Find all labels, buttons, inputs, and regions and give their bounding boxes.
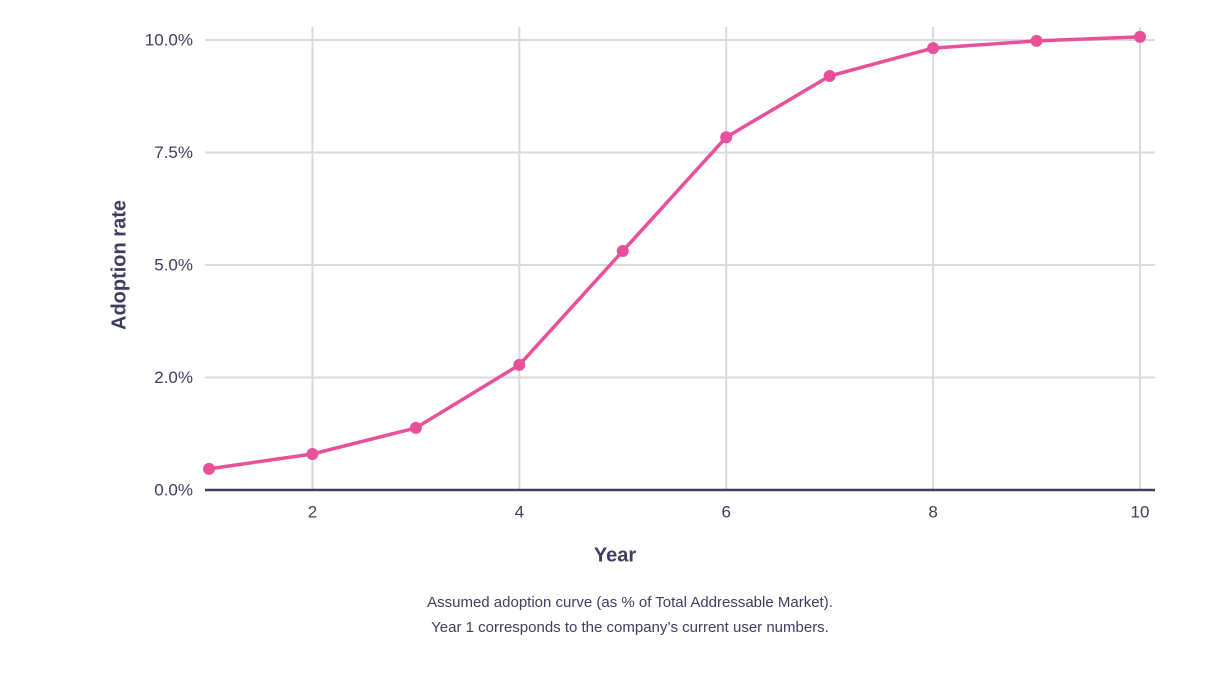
y-tick-label: 7.5% [154, 143, 193, 162]
point [616, 245, 629, 258]
y-tick-label: 0.0% [154, 480, 193, 499]
point [823, 70, 836, 82]
point [720, 131, 733, 144]
line [208, 35, 1141, 471]
point [927, 42, 940, 55]
x-tick-label: 6 [721, 502, 730, 521]
x-tick-label: 8 [928, 502, 937, 521]
y-axis-label: Adoption rate [108, 200, 130, 330]
x-tick-label: 10 [1131, 502, 1150, 521]
y-tick-label: 2.0% [154, 368, 193, 387]
x-tick-label: 2 [308, 502, 317, 521]
x-tick-label: 4 [515, 502, 524, 521]
caption: Year 1 corresponds to the company’s curr… [431, 619, 829, 636]
caption: Assumed adoption curve (as % of Total Ad… [427, 594, 833, 611]
point [1030, 34, 1043, 47]
point [513, 358, 526, 371]
point [409, 421, 422, 434]
point [1134, 30, 1146, 43]
y-tick-label: 5.0% [154, 255, 193, 274]
y-tick-label: 10.0% [145, 30, 193, 49]
x-axis-label: Year [594, 544, 636, 566]
point [306, 448, 319, 460]
point [203, 462, 215, 475]
